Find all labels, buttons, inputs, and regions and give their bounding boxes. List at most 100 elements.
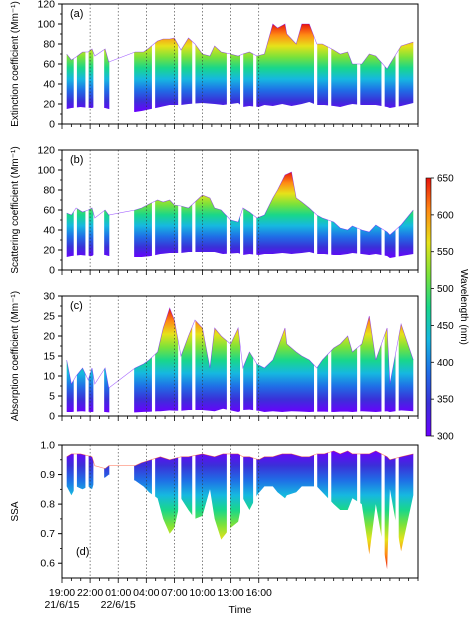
data-gap [395,151,399,270]
upper-envelope-line [66,171,414,236]
data-gap [73,5,77,124]
y-tick-label: 100 [37,19,55,31]
data-gap [93,151,97,270]
y-tick-label: 60 [43,59,55,71]
data-gap [253,5,257,124]
x-axis-label: Time [229,604,252,616]
panel-label: (c) [70,300,83,312]
colorbar-strip [425,177,432,437]
y-tick-label: 60 [43,205,55,217]
data-gap [253,446,257,578]
y-tick-label: 80 [43,185,55,197]
data-gap [95,5,105,124]
data-gap [395,297,399,416]
y-tick-label: 25 [43,311,55,323]
x-tick-label: 07:00 [161,587,187,599]
data-gap [253,297,257,416]
panel-label: (d) [76,546,89,558]
panel-1: 0 20 40 60 80 100 120 (a) Extinction coefficient… [10,0,419,131]
panel-label: (b) [70,154,83,166]
x-tick-sublabel: 22/6/15 [101,599,136,611]
data-gap [328,151,332,270]
data-gap [328,5,332,124]
data-gap [151,297,156,416]
data-gap [85,297,89,416]
y-axis-label: SSA [10,501,21,521]
data-gap [381,297,385,416]
colorbar-tick-label: 650 [437,174,454,185]
data-gap [151,151,156,270]
data-gap [192,446,196,578]
y-tick-label: 0 [49,119,55,131]
y-tick-label: 0 [49,265,55,277]
data-gap [240,151,244,270]
x-tick-sublabel: 21/6/15 [44,599,79,611]
panel-3: 0 5 10 15 20 25 30 (c) Absorption coefficient (M… [10,291,419,423]
y-axis-label: Extinction coefficient (Mm⁻¹) [10,1,21,127]
colorbar-tick-label: 300 [437,432,454,443]
data-gap [73,151,77,270]
y-tick-label: 40 [43,225,55,237]
y-tick-label: 120 [37,145,55,157]
y-tick-label: 20 [43,331,55,343]
y-tick-label: 30 [43,291,55,303]
data-gap [151,5,156,124]
data-gap [314,151,318,270]
data-gap [357,5,361,124]
data-gap [95,446,105,578]
y-tick-label: 0.6 [40,558,55,570]
data-gap [357,151,361,270]
x-tick-label: 10:00 [189,587,215,599]
y-tick-label: 20 [43,245,55,257]
y-tick-label: 100 [37,165,55,177]
upper-envelope-line [66,450,414,469]
data-gap [240,446,244,578]
y-axis-label: Scattering coefficient (Mm⁻¹) [10,146,21,273]
data-gap [314,297,318,416]
data-gap [357,297,361,416]
y-tick-label: 0 [49,411,55,423]
y-axis-label: Absorption coefficient (Mm⁻¹) [10,291,21,421]
data-gap [109,446,135,578]
data-gap [381,151,385,270]
data-gap [95,297,105,416]
y-tick-label: 10 [43,371,55,383]
y-tick-label: 80 [43,39,55,51]
y-tick-label: 0.8 [40,499,55,511]
colorbar-tick-label: 450 [437,321,454,332]
x-tick-label: 01:00 [105,587,131,599]
data-gap [178,151,182,270]
data-gap [178,297,182,416]
colorbar-tick-label: 350 [437,395,454,406]
data-gap [109,151,135,270]
data-gap [395,446,399,578]
colorbar-label: Wavelength (nm) [458,269,469,345]
data-gap [109,5,135,124]
data-gap [192,151,196,270]
y-tick-label: 1.0 [40,440,55,452]
data-gap [226,5,231,124]
data-gap [73,297,77,416]
data-gap [240,5,244,124]
data-gap [226,446,231,578]
data-gap [357,446,361,578]
data-gap [328,446,332,578]
x-tick-label: 16:00 [246,587,272,599]
colorbar-tick-label: 400 [437,358,454,369]
colorbar-tick-label: 550 [437,247,454,258]
data-gap [95,151,105,270]
data-gap [381,446,385,578]
y-tick-label: 5 [49,391,55,403]
upper-envelope-line [66,307,414,389]
data-gap [314,446,318,578]
data-gap [151,446,156,578]
x-tick-label: 22:00 [77,587,103,599]
data-gap [192,5,196,124]
data-gap [73,446,77,578]
data-gap [85,446,89,578]
data-gap [328,297,332,416]
colorbar: 300 350 400 450 500 550 600 650 Wavelength (nm) [425,174,469,443]
panel-label: (a) [70,8,83,20]
colorbar-tick-label: 500 [437,284,454,295]
